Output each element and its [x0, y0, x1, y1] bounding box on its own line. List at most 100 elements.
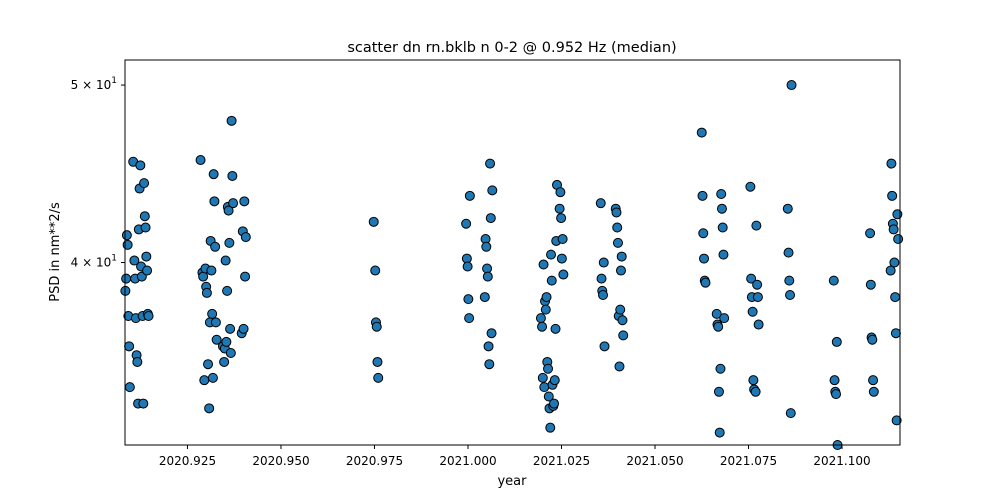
data-point: [210, 241, 221, 252]
data-point: [201, 287, 212, 298]
y-axis-ticks: 4 × 101 5 × 101: [71, 76, 125, 270]
data-point: [464, 190, 475, 201]
data-point: [543, 391, 554, 402]
data-point: [751, 220, 762, 231]
data-point: [142, 265, 153, 276]
data-point: [748, 375, 759, 386]
chart-title: scatter dn rn.bklb n 0-2 @ 0.952 Hz (med…: [347, 40, 676, 56]
data-point: [718, 249, 729, 260]
data-point: [696, 127, 707, 138]
data-point: [463, 294, 474, 305]
x-axis-ticks: 2020.925 2020.950 2020.975 2021.000 2021.025…: [159, 445, 871, 468]
x-tick-label: 2021.025: [533, 454, 590, 468]
data-point: [752, 279, 763, 290]
data-point: [745, 181, 756, 192]
data-point: [206, 265, 217, 276]
x-axis-label: year: [497, 474, 527, 489]
data-point: [746, 273, 757, 284]
data-point: [618, 330, 629, 341]
data-point: [370, 265, 381, 276]
data-point: [485, 213, 496, 224]
data-point: [132, 356, 143, 367]
data-point: [209, 196, 220, 207]
x-tick-label: 2020.950: [252, 454, 309, 468]
plot-frame: [124, 59, 901, 446]
data-point: [121, 273, 132, 284]
data-point: [783, 247, 794, 258]
data-point: [224, 237, 235, 248]
data-point: [537, 321, 548, 332]
data-point: [784, 275, 795, 286]
data-point: [538, 259, 549, 270]
data-point: [829, 375, 840, 386]
data-point: [747, 306, 758, 317]
data-point: [228, 198, 239, 209]
data-point: [537, 372, 548, 383]
x-tick-label: 2021.000: [439, 454, 496, 468]
x-tick-label: 2021.050: [626, 454, 683, 468]
data-point: [700, 277, 711, 288]
data-point: [717, 222, 728, 233]
data-point: [121, 230, 132, 241]
data-point: [714, 427, 725, 438]
data-point: [207, 372, 218, 383]
data-point: [598, 257, 609, 268]
data-point: [549, 375, 560, 386]
data-point: [715, 363, 726, 374]
data-point: [540, 304, 551, 315]
data-point: [886, 158, 897, 169]
data-point: [139, 178, 150, 189]
data-point: [889, 257, 900, 268]
data-point: [697, 190, 708, 201]
data-point: [617, 315, 628, 326]
data-point: [464, 313, 475, 324]
x-tick-label: 2020.975: [346, 454, 403, 468]
data-point: [461, 218, 472, 229]
data-point: [713, 321, 724, 332]
data-point: [481, 241, 492, 252]
data-point: [785, 290, 796, 300]
data-point: [373, 372, 384, 383]
data-point: [487, 185, 498, 196]
data-point: [616, 251, 627, 262]
data-point: [890, 328, 901, 339]
data-point: [124, 382, 135, 393]
data-point: [550, 323, 561, 334]
data-point: [614, 361, 625, 372]
data-point: [612, 222, 623, 233]
data-point: [713, 386, 724, 397]
plot-area-background: [125, 60, 900, 445]
data-point: [557, 234, 568, 245]
data-point: [545, 422, 556, 433]
data-point: [716, 188, 727, 199]
data-point: [222, 285, 233, 296]
data-point: [135, 160, 146, 171]
x-tick-label: 2021.100: [813, 454, 870, 468]
y-axis-label: PSD in nm**2/s: [48, 202, 63, 302]
data-point: [541, 292, 552, 303]
data-point: [482, 271, 493, 282]
data-point: [888, 224, 899, 235]
data-point: [223, 205, 234, 216]
data-point: [891, 415, 902, 426]
x-tick-label: 2020.925: [159, 454, 216, 468]
data-point: [141, 251, 152, 262]
data-point: [558, 269, 569, 280]
data-point: [828, 275, 839, 286]
data-point: [868, 375, 879, 386]
data-point: [555, 187, 566, 198]
data-point: [885, 265, 896, 276]
data-point: [210, 317, 221, 328]
data-point: [782, 203, 793, 214]
data-point: [865, 279, 876, 290]
data-point: [719, 313, 730, 324]
data-point: [221, 336, 232, 347]
data-point: [139, 211, 150, 222]
data-point: [204, 403, 215, 414]
data-point: [699, 253, 710, 264]
data-point: [867, 334, 878, 345]
data-point: [750, 386, 761, 397]
data-point: [240, 232, 251, 243]
data-point: [368, 216, 379, 227]
